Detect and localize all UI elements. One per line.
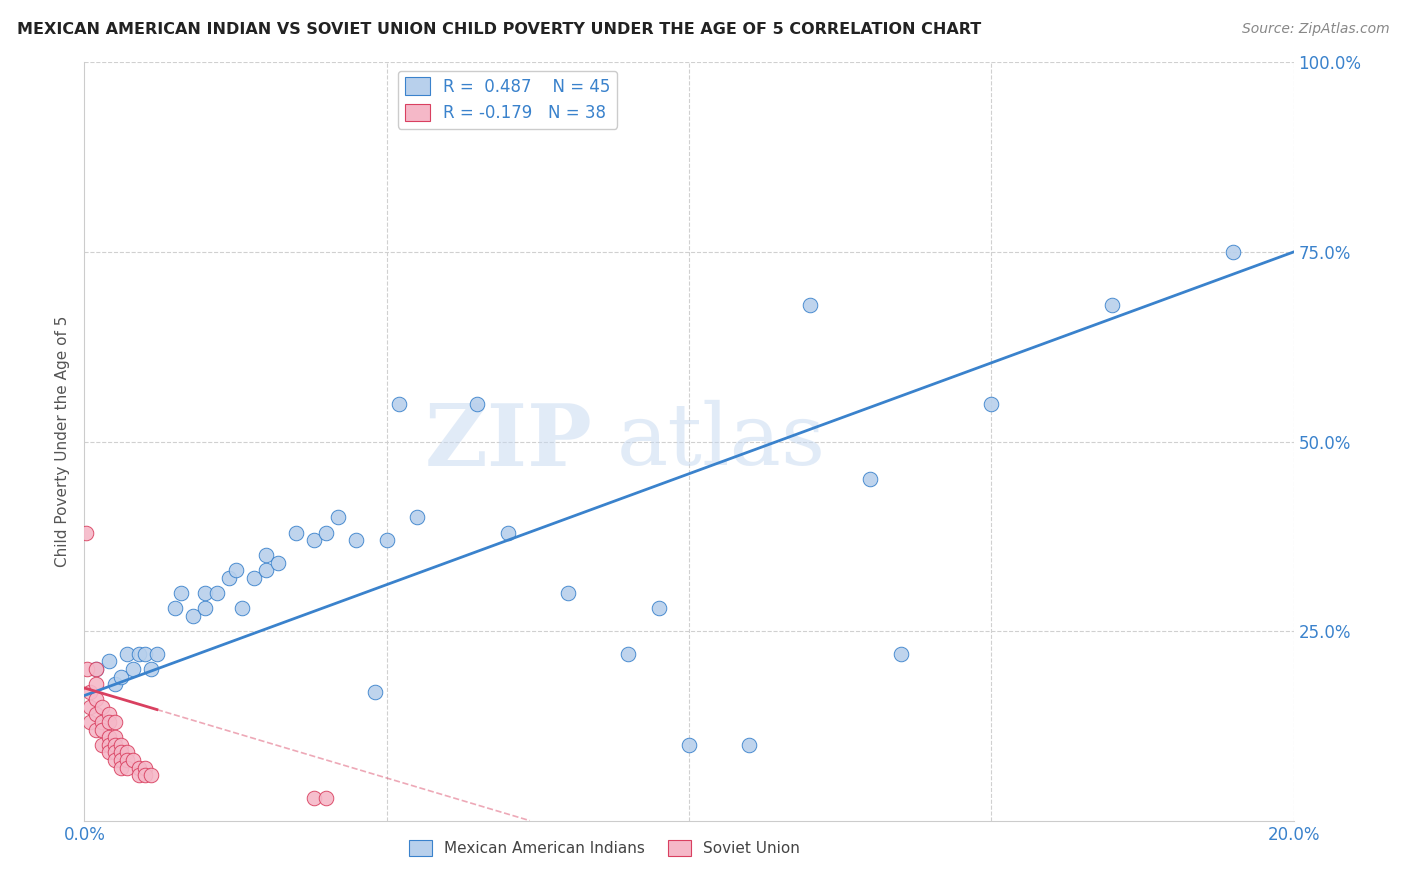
Text: atlas: atlas bbox=[616, 400, 825, 483]
Point bbox=[181, 608, 204, 623]
Point bbox=[97, 655, 120, 669]
Point bbox=[194, 586, 217, 600]
Point bbox=[194, 601, 217, 615]
Point bbox=[254, 564, 277, 578]
Point bbox=[128, 760, 150, 774]
Point bbox=[799, 298, 821, 312]
Point bbox=[207, 586, 229, 600]
Point bbox=[225, 564, 247, 578]
Point bbox=[254, 548, 277, 563]
Point bbox=[302, 533, 325, 548]
Point bbox=[91, 738, 114, 752]
Point bbox=[557, 586, 579, 600]
Point bbox=[134, 647, 156, 661]
Point bbox=[104, 738, 127, 752]
Point bbox=[104, 715, 127, 730]
Point bbox=[97, 730, 120, 744]
Point bbox=[146, 647, 169, 661]
Point bbox=[110, 746, 132, 760]
Point bbox=[980, 396, 1002, 410]
Point bbox=[110, 669, 132, 683]
Point bbox=[115, 647, 138, 661]
Point bbox=[406, 510, 429, 524]
Point bbox=[97, 715, 120, 730]
Point bbox=[363, 685, 385, 699]
Point bbox=[134, 768, 156, 782]
Point bbox=[617, 647, 640, 661]
Text: Source: ZipAtlas.com: Source: ZipAtlas.com bbox=[1241, 22, 1389, 37]
Point bbox=[1101, 298, 1123, 312]
Point bbox=[134, 760, 156, 774]
Y-axis label: Child Poverty Under the Age of 5: Child Poverty Under the Age of 5 bbox=[55, 316, 70, 567]
Point bbox=[104, 677, 127, 691]
Point bbox=[242, 571, 264, 585]
Text: MEXICAN AMERICAN INDIAN VS SOVIET UNION CHILD POVERTY UNDER THE AGE OF 5 CORRELA: MEXICAN AMERICAN INDIAN VS SOVIET UNION … bbox=[17, 22, 981, 37]
Point bbox=[496, 525, 519, 540]
Point bbox=[139, 662, 162, 676]
Point bbox=[315, 791, 337, 805]
Point bbox=[79, 715, 101, 730]
Point bbox=[467, 396, 489, 410]
Point bbox=[86, 677, 108, 691]
Point bbox=[104, 753, 127, 767]
Point bbox=[302, 791, 325, 805]
Point bbox=[115, 753, 138, 767]
Point bbox=[648, 601, 671, 615]
Point bbox=[890, 647, 912, 661]
Point bbox=[375, 533, 398, 548]
Point bbox=[91, 715, 114, 730]
Point bbox=[315, 525, 337, 540]
Point bbox=[97, 746, 120, 760]
Point bbox=[678, 738, 700, 752]
Text: ZIP: ZIP bbox=[425, 400, 592, 483]
Point bbox=[75, 525, 97, 540]
Point bbox=[79, 685, 101, 699]
Point bbox=[285, 525, 308, 540]
Point bbox=[104, 746, 127, 760]
Point bbox=[139, 768, 162, 782]
Point bbox=[76, 662, 98, 676]
Point bbox=[170, 586, 193, 600]
Point bbox=[128, 647, 150, 661]
Point bbox=[231, 601, 253, 615]
Point bbox=[97, 738, 120, 752]
Point bbox=[97, 707, 120, 722]
Point bbox=[738, 738, 761, 752]
Point bbox=[218, 571, 240, 585]
Legend: Mexican American Indians, Soviet Union: Mexican American Indians, Soviet Union bbox=[402, 834, 806, 863]
Point bbox=[346, 533, 368, 548]
Point bbox=[91, 723, 114, 737]
Point bbox=[86, 723, 108, 737]
Point bbox=[86, 692, 108, 706]
Point bbox=[121, 753, 143, 767]
Point bbox=[388, 396, 411, 410]
Point bbox=[165, 601, 187, 615]
Point bbox=[121, 662, 143, 676]
Point bbox=[91, 699, 114, 714]
Point bbox=[1222, 244, 1244, 259]
Point bbox=[115, 760, 138, 774]
Point bbox=[86, 662, 108, 676]
Point bbox=[104, 730, 127, 744]
Point bbox=[128, 768, 150, 782]
Point bbox=[115, 746, 138, 760]
Point bbox=[110, 738, 132, 752]
Point bbox=[110, 760, 132, 774]
Point bbox=[79, 699, 101, 714]
Point bbox=[110, 753, 132, 767]
Point bbox=[267, 556, 290, 570]
Point bbox=[86, 707, 108, 722]
Point bbox=[86, 662, 108, 676]
Point bbox=[328, 510, 350, 524]
Point bbox=[859, 473, 882, 487]
